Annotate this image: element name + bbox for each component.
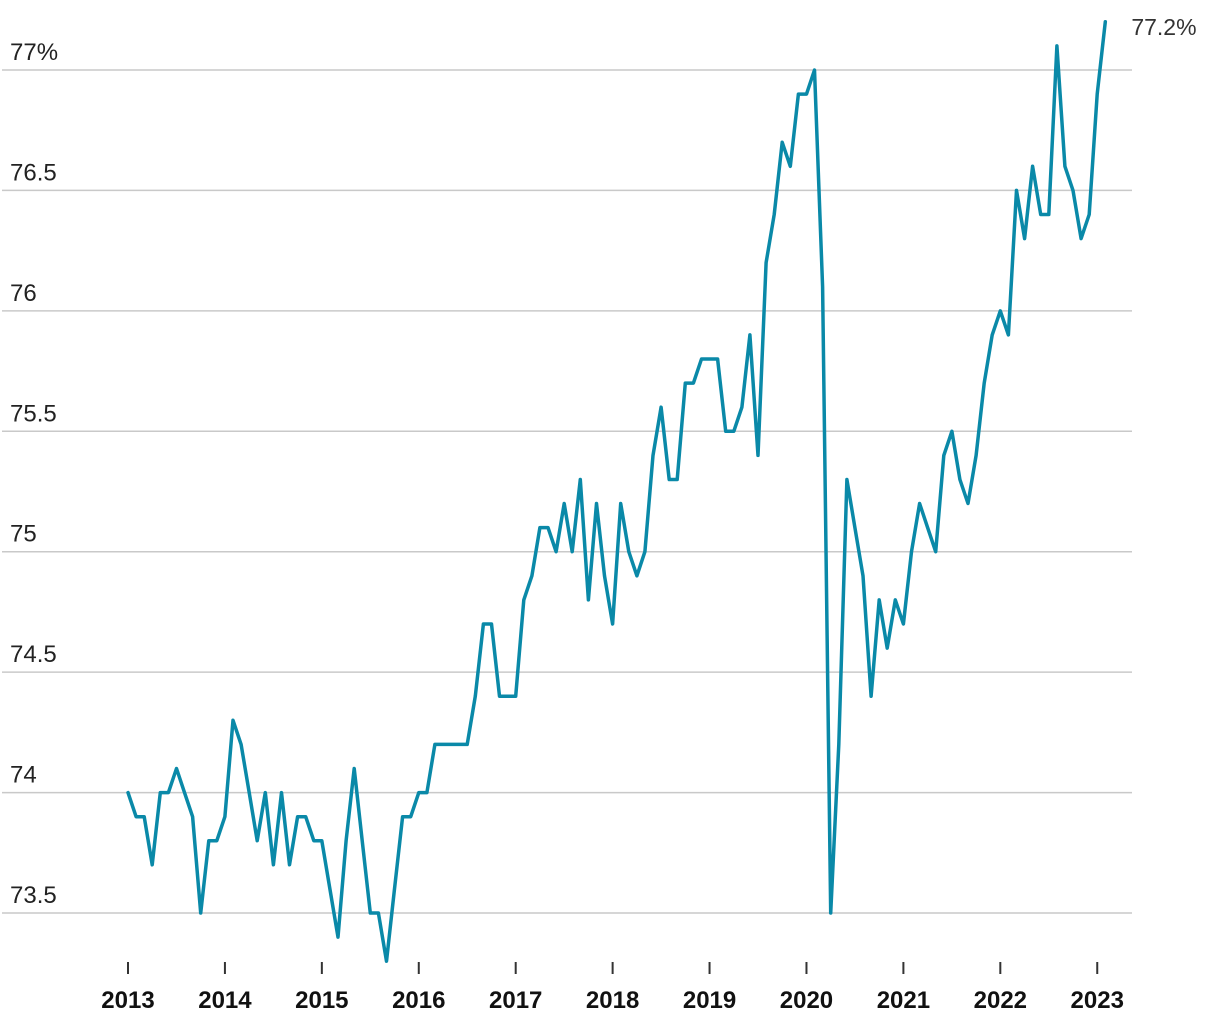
x-tick-label: 2013 bbox=[101, 987, 154, 1014]
annotations: 77.2% bbox=[1131, 14, 1196, 40]
y-tick-label: 75 bbox=[10, 521, 37, 548]
y-tick-label: 76 bbox=[10, 280, 37, 307]
gridlines bbox=[2, 69, 1132, 914]
y-tick-label: 77% bbox=[10, 39, 58, 66]
x-axis: 2013 2014 2015 2016 2017 2018 2019 2020 2021 2022… bbox=[101, 962, 1124, 1014]
x-tick-label: 2015 bbox=[295, 987, 348, 1014]
y-tick-label: 75.5 bbox=[10, 400, 57, 427]
x-tick-label: 2020 bbox=[780, 987, 833, 1014]
y-tick-label: 73.5 bbox=[10, 882, 57, 909]
x-tick-label: 2018 bbox=[586, 987, 639, 1014]
y-axis-labels: 77% 76.5 76 75.5 75 74.5 74 73.5 bbox=[10, 39, 58, 909]
y-tick-label: 74.5 bbox=[10, 641, 57, 668]
x-tick-label: 2017 bbox=[489, 987, 542, 1014]
series-line bbox=[126, 20, 1108, 963]
x-tick-label: 2022 bbox=[974, 987, 1027, 1014]
y-tick-label: 74 bbox=[10, 762, 37, 789]
series-layer bbox=[126, 20, 1108, 963]
x-tick-label: 2019 bbox=[683, 987, 736, 1014]
x-tick-label: 2023 bbox=[1071, 987, 1124, 1014]
x-tick-label: 2014 bbox=[198, 987, 252, 1014]
x-tick-label: 2016 bbox=[392, 987, 445, 1014]
y-tick-label: 76.5 bbox=[10, 159, 57, 186]
x-tick-label: 2021 bbox=[877, 987, 930, 1014]
end-value-label: 77.2% bbox=[1131, 14, 1196, 40]
